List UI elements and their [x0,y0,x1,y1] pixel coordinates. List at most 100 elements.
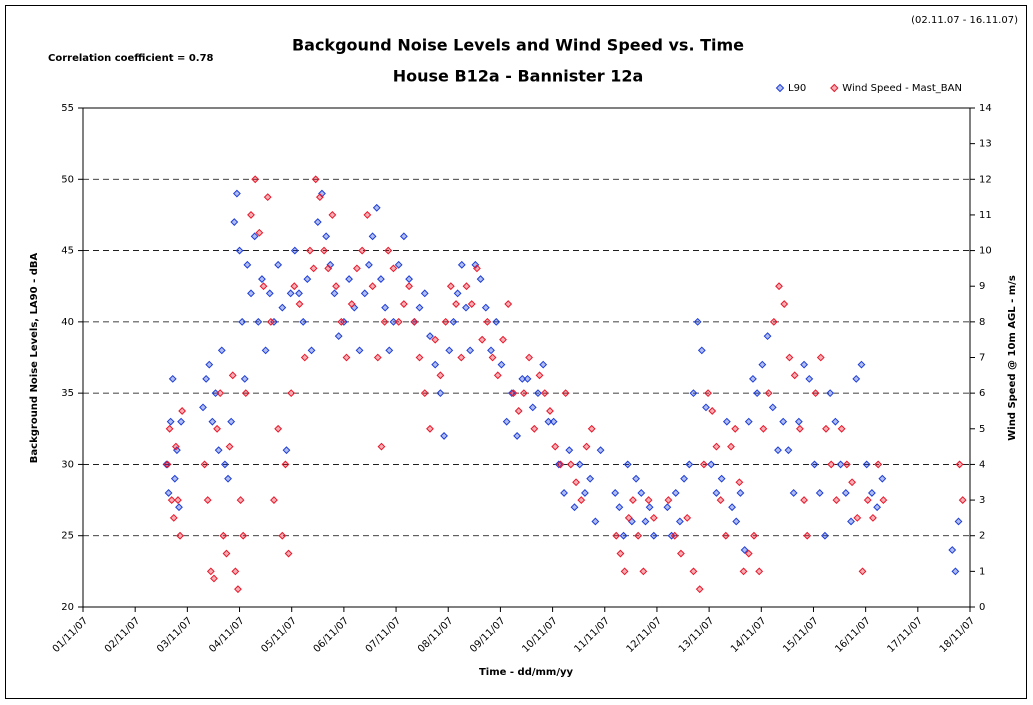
y-tick-label: 25 [61,531,74,542]
point [539,360,548,369]
point [868,489,876,497]
series-1 [163,175,967,594]
point [372,203,381,212]
point [759,424,768,433]
y2-tick-label: 5 [979,424,985,435]
point [360,289,369,298]
point [794,417,803,426]
point [858,567,867,576]
point [826,389,835,398]
point [693,317,702,326]
point [265,289,274,298]
point [853,513,862,522]
legend-marker [830,83,839,93]
point [241,389,250,398]
point [303,275,312,283]
point [233,189,241,198]
point [750,531,758,540]
point [287,389,296,398]
chart-subtitle: House B12a - Bannister 12a [393,67,644,86]
point [637,489,646,497]
point [263,193,272,202]
y2-tick-label: 1 [979,566,985,577]
point [582,442,591,451]
point [775,282,783,291]
point [645,503,654,512]
point [768,403,777,412]
point [278,303,287,312]
point [815,489,824,497]
point [544,417,553,426]
point [230,218,239,226]
point [551,442,560,451]
point [663,503,672,512]
point [862,460,871,469]
point [225,442,234,451]
point [368,282,377,291]
point [779,417,788,426]
point [620,567,629,576]
point [732,517,741,526]
point [821,531,829,540]
point [281,460,290,469]
point [744,417,753,426]
point [644,496,653,504]
point [238,317,247,326]
point [176,531,184,540]
point [385,346,394,355]
point [318,189,326,198]
point [171,442,180,451]
y2-tick-label: 0 [979,602,985,613]
point [368,232,377,241]
point [205,360,214,369]
point [707,460,716,469]
point [449,317,458,326]
point [311,175,320,184]
point [525,353,534,362]
point [162,460,171,469]
point [355,346,364,355]
point [266,317,275,326]
point [457,260,466,269]
point [763,332,772,341]
y2-tick-label: 2 [979,531,985,542]
point [735,478,744,487]
point [744,549,753,558]
point [878,474,887,483]
point [467,300,476,308]
point [342,353,351,362]
point [869,513,877,522]
point [380,317,389,326]
x-axis-label: Time - dd/mm/yy [479,667,574,678]
point [736,489,745,497]
point [168,374,177,383]
point [452,300,460,308]
point [300,353,309,362]
point [560,489,568,497]
point [221,460,229,469]
point [216,389,225,398]
point [523,374,532,383]
point [795,424,804,433]
point [534,389,542,398]
point [228,371,237,380]
point [780,300,789,308]
point [471,260,480,269]
y-tick-label: 40 [61,317,74,328]
point [169,513,178,522]
y2-tick-label: 12 [979,174,992,185]
point [384,246,393,255]
point [481,303,490,312]
point [731,424,740,433]
point [586,474,595,483]
point [623,460,632,469]
point [381,303,390,312]
point [487,346,495,355]
point [649,531,658,540]
point [702,403,710,412]
y-axis-label: Background Noise Levels, LA90 - dBA [29,253,40,464]
point [441,317,450,326]
point [519,389,528,398]
point [415,303,424,312]
y2-tick-label: 8 [979,317,985,328]
